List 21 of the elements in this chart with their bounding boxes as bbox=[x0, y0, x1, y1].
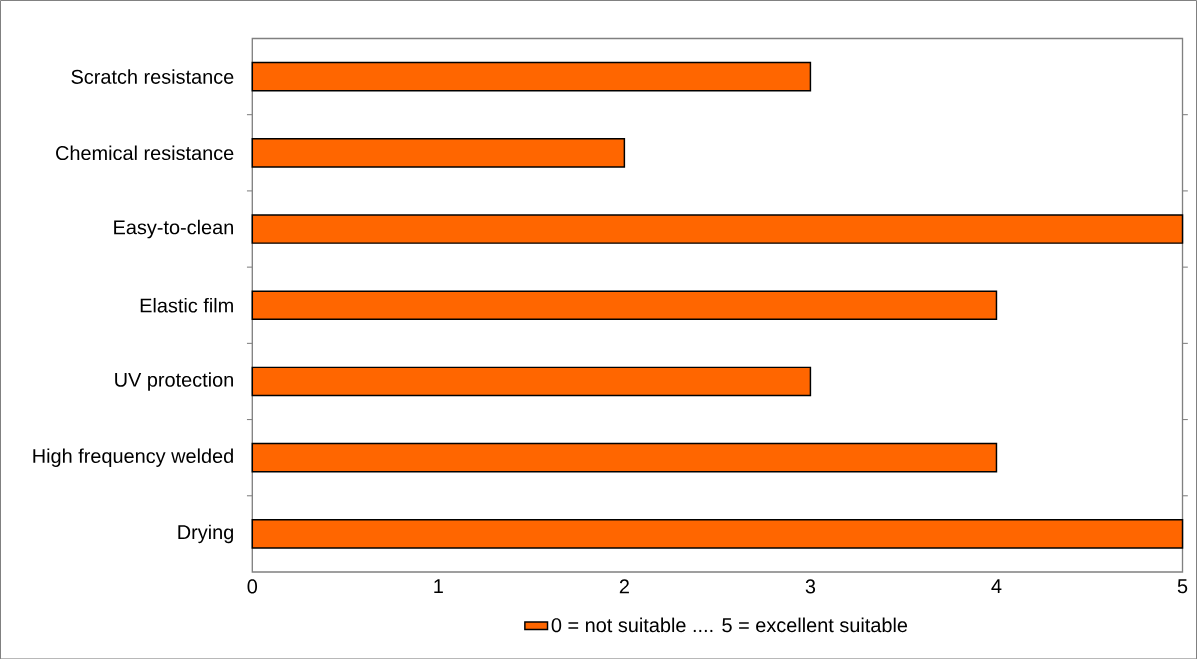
bar bbox=[251, 290, 998, 320]
x-tick-label: 0 bbox=[247, 579, 258, 594]
bar bbox=[251, 366, 812, 397]
y-tick-label: Elastic film bbox=[140, 297, 233, 313]
x-tick-label: 5 bbox=[1177, 579, 1188, 594]
bar bbox=[251, 61, 812, 92]
bar bbox=[251, 442, 998, 473]
bar bbox=[251, 137, 626, 168]
y-tick-label: High frequency welded bbox=[33, 448, 233, 467]
y-tick-label: Easy-to-clean bbox=[114, 219, 233, 239]
bar bbox=[251, 518, 1184, 549]
x-tick-label: 4 bbox=[991, 579, 1002, 593]
y-tick-label: UV protection bbox=[115, 371, 233, 391]
y-tick-label: Scratch resistance bbox=[71, 69, 234, 84]
y-tick-label: Drying bbox=[178, 524, 233, 543]
x-tick-label: 1 bbox=[434, 579, 443, 593]
legend-label: 0 = not suitable .... 5 = excellent suitable bbox=[551, 617, 908, 632]
x-tick-label: 2 bbox=[619, 579, 629, 594]
x-tick-label: 3 bbox=[805, 579, 816, 594]
y-tick-label: Chemical resistance bbox=[56, 145, 234, 160]
bar bbox=[251, 213, 1184, 244]
